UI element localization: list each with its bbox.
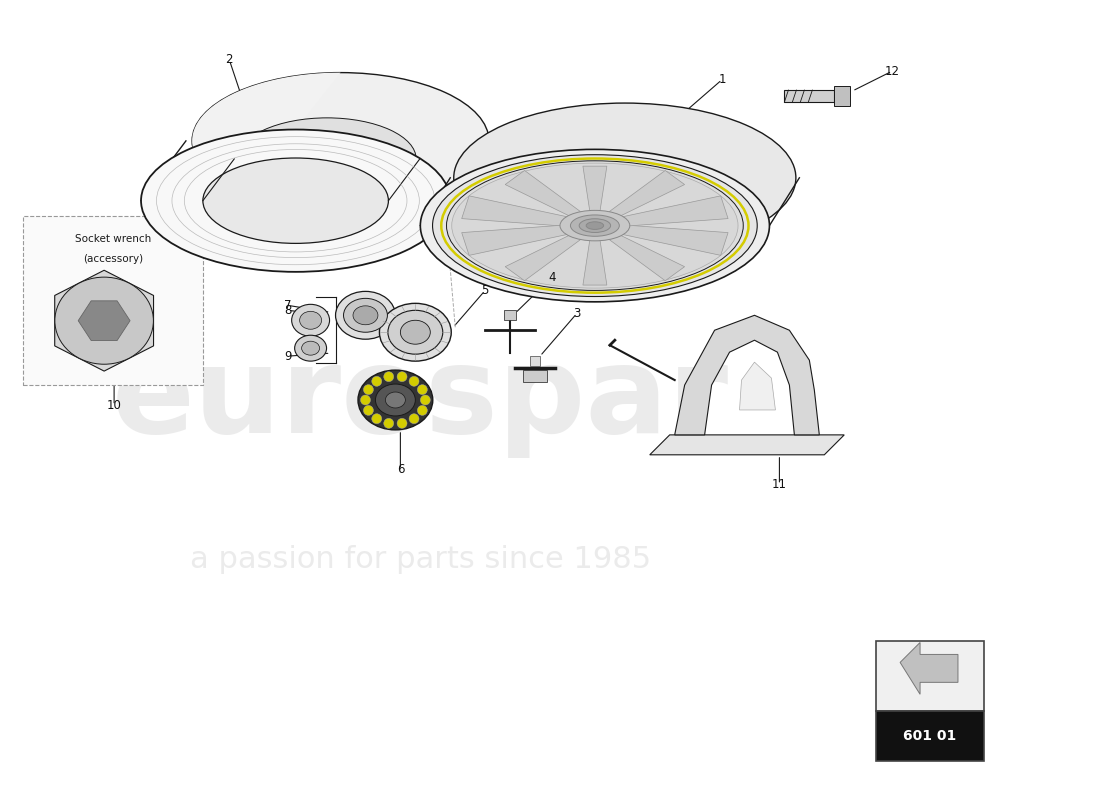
Circle shape xyxy=(384,418,394,428)
Polygon shape xyxy=(739,362,776,410)
Ellipse shape xyxy=(400,320,430,344)
Ellipse shape xyxy=(141,130,450,272)
Polygon shape xyxy=(624,225,728,255)
Circle shape xyxy=(397,372,407,382)
Ellipse shape xyxy=(336,291,395,339)
Text: 1: 1 xyxy=(718,73,726,86)
Text: 2: 2 xyxy=(226,54,233,66)
Text: 7: 7 xyxy=(284,299,292,312)
FancyBboxPatch shape xyxy=(23,216,202,385)
Circle shape xyxy=(361,395,371,405)
Polygon shape xyxy=(609,170,684,218)
Polygon shape xyxy=(505,170,581,218)
Bar xyxy=(834,86,850,106)
Text: eurospar: eurospar xyxy=(112,342,729,458)
Ellipse shape xyxy=(586,222,604,230)
Circle shape xyxy=(397,418,407,428)
Ellipse shape xyxy=(192,73,490,210)
Polygon shape xyxy=(674,315,820,435)
Polygon shape xyxy=(141,73,341,272)
Text: 11: 11 xyxy=(772,478,786,491)
Text: 12: 12 xyxy=(884,65,900,78)
Text: 6: 6 xyxy=(397,463,404,476)
Ellipse shape xyxy=(343,298,387,332)
Ellipse shape xyxy=(452,163,738,288)
Polygon shape xyxy=(505,234,581,281)
Text: 601 01: 601 01 xyxy=(903,729,957,742)
Ellipse shape xyxy=(560,210,630,241)
Ellipse shape xyxy=(580,218,611,233)
Ellipse shape xyxy=(571,215,619,236)
Circle shape xyxy=(363,385,373,394)
Ellipse shape xyxy=(295,335,327,361)
Text: 10: 10 xyxy=(107,399,121,412)
Ellipse shape xyxy=(301,342,320,355)
Bar xyxy=(524,370,547,382)
Ellipse shape xyxy=(447,161,744,290)
Ellipse shape xyxy=(238,118,416,200)
Polygon shape xyxy=(583,166,607,212)
Polygon shape xyxy=(55,270,154,371)
Text: Socket wrench: Socket wrench xyxy=(75,234,151,243)
Circle shape xyxy=(372,376,382,386)
Polygon shape xyxy=(462,196,566,226)
Ellipse shape xyxy=(292,304,330,336)
Bar xyxy=(530,356,540,366)
Ellipse shape xyxy=(388,310,443,354)
Bar xyxy=(504,310,516,320)
Ellipse shape xyxy=(353,306,378,325)
Bar xyxy=(877,710,983,761)
Text: 5: 5 xyxy=(482,284,488,297)
Circle shape xyxy=(409,376,419,386)
Ellipse shape xyxy=(375,384,416,416)
Ellipse shape xyxy=(202,158,388,243)
Ellipse shape xyxy=(379,303,451,361)
Polygon shape xyxy=(624,196,728,226)
Polygon shape xyxy=(462,225,566,255)
Ellipse shape xyxy=(358,370,432,430)
Circle shape xyxy=(420,395,430,405)
Ellipse shape xyxy=(432,154,757,297)
Circle shape xyxy=(384,372,394,382)
Ellipse shape xyxy=(385,392,406,408)
Circle shape xyxy=(363,406,373,415)
Polygon shape xyxy=(583,239,607,285)
Polygon shape xyxy=(900,642,958,694)
Polygon shape xyxy=(78,301,130,341)
Text: 3: 3 xyxy=(573,307,581,320)
Bar xyxy=(784,90,834,102)
Circle shape xyxy=(417,385,427,394)
Text: 8: 8 xyxy=(284,304,292,317)
Circle shape xyxy=(409,414,419,424)
Ellipse shape xyxy=(420,150,769,302)
Polygon shape xyxy=(650,435,845,455)
Ellipse shape xyxy=(299,311,321,330)
Bar xyxy=(877,641,983,710)
Circle shape xyxy=(372,414,382,424)
Text: a passion for parts since 1985: a passion for parts since 1985 xyxy=(190,545,651,574)
Circle shape xyxy=(417,406,427,415)
Text: (accessory): (accessory) xyxy=(82,254,143,263)
Text: 4: 4 xyxy=(548,271,556,284)
Polygon shape xyxy=(609,234,684,281)
Ellipse shape xyxy=(55,277,153,364)
Ellipse shape xyxy=(453,103,796,253)
Text: 9: 9 xyxy=(284,350,292,362)
